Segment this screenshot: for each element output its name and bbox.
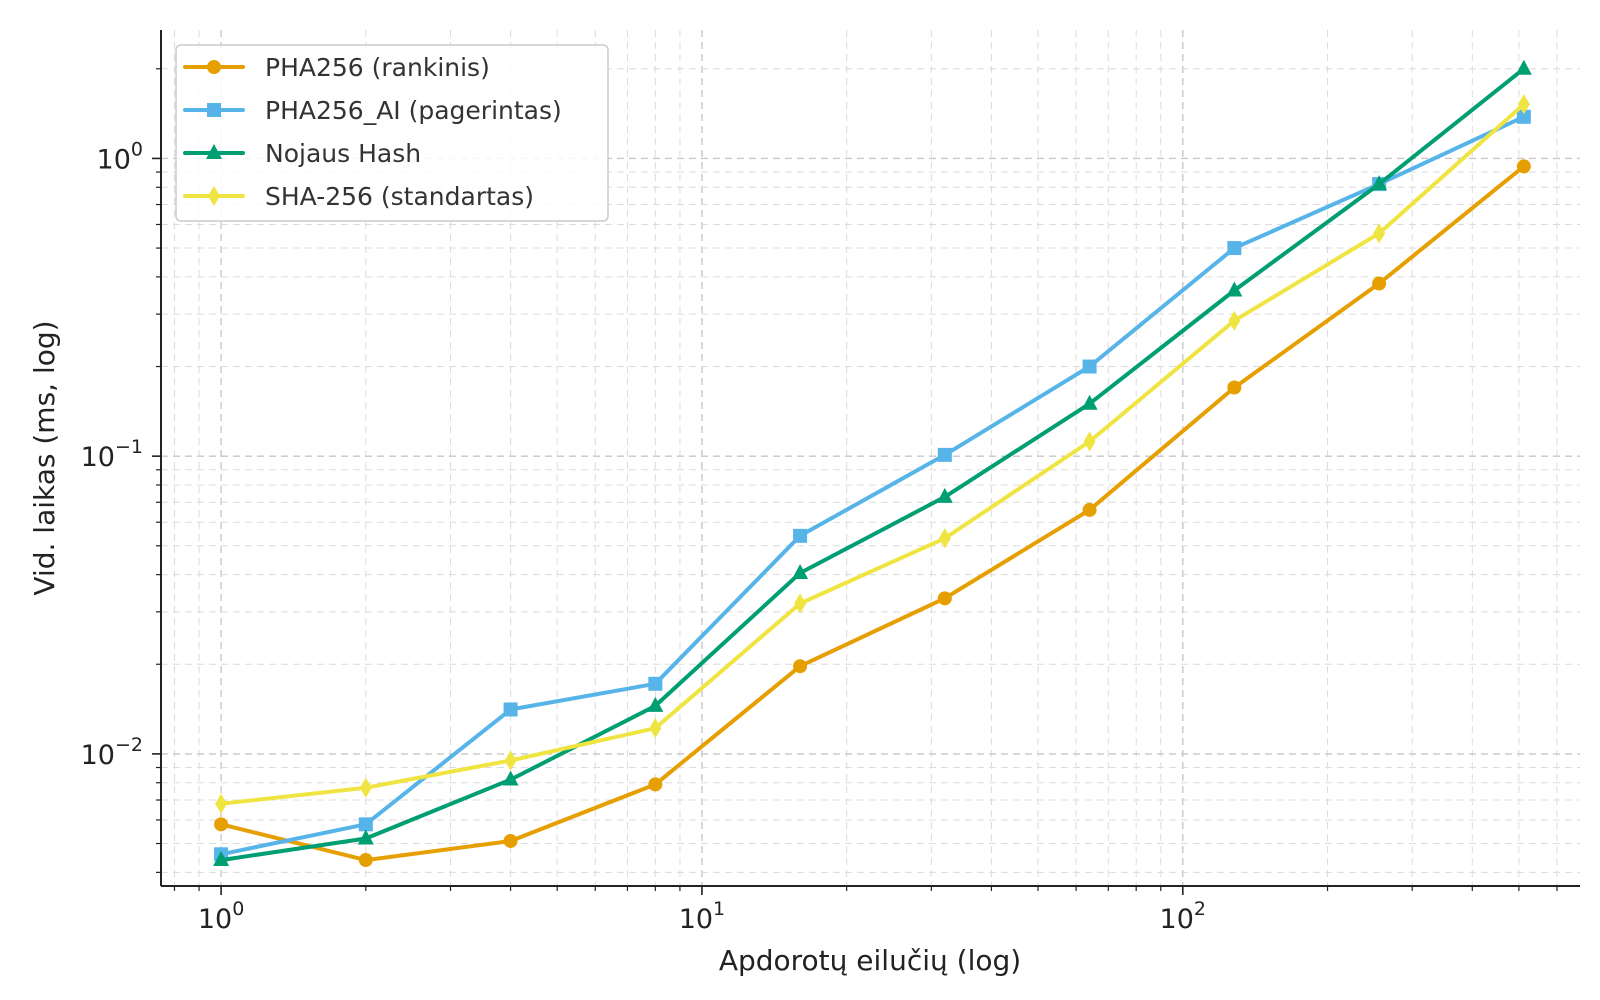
data-point-diamond xyxy=(359,777,372,798)
x-tick-label: 101 xyxy=(679,898,725,935)
legend-label: PHA256_AI (pagerintas) xyxy=(265,96,562,125)
x-tick-exponent: 2 xyxy=(1194,898,1206,920)
data-point-circle xyxy=(793,659,808,674)
y-tick-label: 100 xyxy=(97,138,143,175)
x-axis-label: Apdorotų eilučių (log) xyxy=(719,944,1021,977)
legend-label: PHA256 (rankinis) xyxy=(265,53,490,82)
series-line xyxy=(219,102,1526,806)
grid xyxy=(161,30,1580,886)
data-point-circle xyxy=(1227,380,1242,395)
y-tick-label: 10−1 xyxy=(81,436,143,473)
data-point-triangle xyxy=(792,564,809,580)
data-point-square xyxy=(503,702,518,717)
data-point-circle xyxy=(648,777,663,792)
data-point-circle xyxy=(503,833,518,848)
series xyxy=(213,59,1532,868)
data-point-diamond xyxy=(938,528,951,549)
y-tick-exponent: −1 xyxy=(115,436,143,458)
data-point-circle xyxy=(937,591,952,606)
data-point-square xyxy=(358,817,373,832)
legend: PHA256 (rankinis) PHA256_AI (pagerintas) N… xyxy=(175,44,609,222)
data-point-square xyxy=(207,103,221,117)
data-point-square xyxy=(648,676,663,691)
data-point-square xyxy=(1227,241,1242,256)
data-point-diamond xyxy=(208,186,220,206)
x-tick-base: 10 xyxy=(679,904,713,935)
series-group xyxy=(214,159,1531,868)
data-point-diamond xyxy=(1083,431,1096,452)
data-point-circle xyxy=(1516,159,1531,174)
data-point-triangle xyxy=(213,851,230,867)
y-tick-label: 10−2 xyxy=(81,734,143,771)
data-point-triangle xyxy=(1371,175,1388,191)
series-line xyxy=(219,164,1526,863)
data-point-diamond xyxy=(1373,223,1386,244)
data-point-circle xyxy=(358,853,373,868)
y-tick-base: 10 xyxy=(97,144,131,175)
data-point-circle xyxy=(1082,502,1097,517)
data-point-square xyxy=(1516,109,1531,124)
legend-label: Nojaus Hash xyxy=(265,139,421,168)
series-line xyxy=(219,66,1526,863)
x-tick-label: 100 xyxy=(198,898,244,935)
data-point-triangle xyxy=(1226,281,1243,297)
x-tick-label: 102 xyxy=(1160,898,1206,935)
series-group xyxy=(215,94,1530,814)
series-group xyxy=(213,59,1532,867)
data-point-triangle xyxy=(206,144,222,159)
y-tick-base: 10 xyxy=(81,740,115,771)
axes xyxy=(160,30,1580,887)
x-tick-exponent: 0 xyxy=(232,898,244,920)
data-point-triangle xyxy=(647,696,664,712)
y-axis-label: Vid. laikas (ms, log) xyxy=(28,320,61,595)
y-tick-base: 10 xyxy=(81,442,115,473)
y-tick-exponent: 0 xyxy=(131,138,143,160)
series-group xyxy=(214,109,1531,862)
x-tick-base: 10 xyxy=(198,904,232,935)
legend-label: SHA-256 (standartas) xyxy=(265,182,534,211)
legend-item: SHA-256 (standartas) xyxy=(183,182,534,211)
data-point-diamond xyxy=(649,718,662,739)
data-point-diamond xyxy=(1228,310,1241,331)
data-point-circle xyxy=(214,817,229,832)
legend-item: Nojaus Hash xyxy=(183,139,421,168)
data-point-diamond xyxy=(504,750,517,771)
x-tick-base: 10 xyxy=(1160,904,1194,935)
data-point-triangle xyxy=(1515,59,1532,75)
y-tick-exponent: −2 xyxy=(115,734,143,756)
data-point-square xyxy=(937,447,952,462)
data-point-square xyxy=(1082,359,1097,374)
series-line xyxy=(219,114,1526,857)
data-point-square xyxy=(793,528,808,543)
data-point-circle xyxy=(1372,276,1387,291)
data-point-triangle xyxy=(502,770,519,786)
legend-item: PHA256_AI (pagerintas) xyxy=(183,96,562,125)
data-point-diamond xyxy=(794,593,807,614)
x-tick-exponent: 1 xyxy=(713,898,725,920)
data-point-triangle xyxy=(1081,394,1098,410)
data-point-diamond xyxy=(215,793,228,814)
legend-items: PHA256 (rankinis) PHA256_AI (pagerintas) N… xyxy=(183,53,562,211)
legend-box xyxy=(175,44,609,222)
data-point-diamond xyxy=(1517,94,1530,115)
legend-item: PHA256 (rankinis) xyxy=(183,53,490,82)
data-point-triangle xyxy=(357,829,374,845)
data-point-triangle xyxy=(936,487,953,503)
data-point-circle xyxy=(207,60,221,74)
